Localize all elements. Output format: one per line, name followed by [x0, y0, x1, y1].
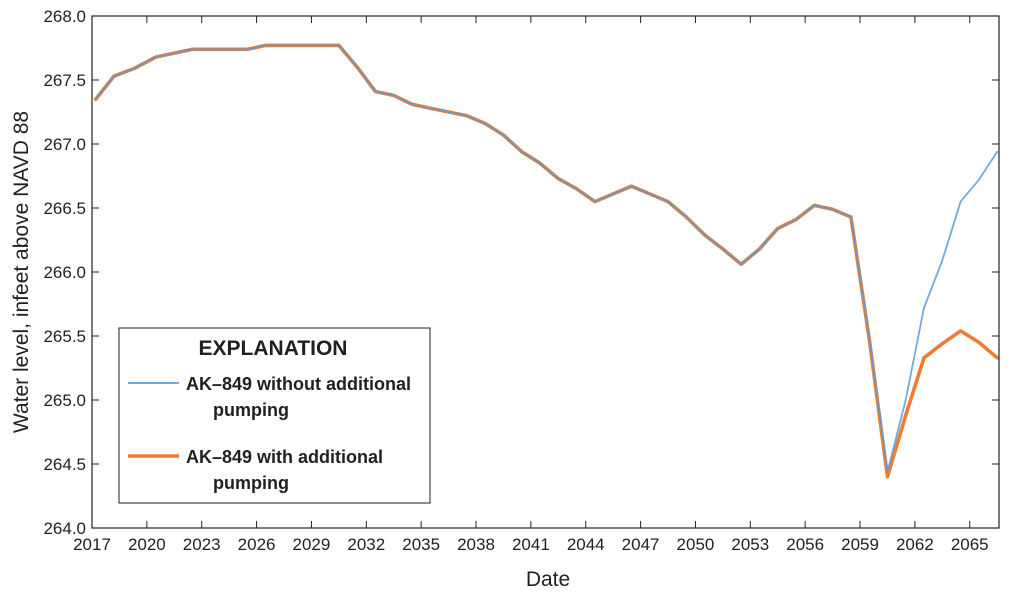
legend-entry-with-line2: pumping	[213, 473, 289, 493]
y-tick-label-7: 267.5	[43, 71, 86, 90]
legend-title: EXPLANATION	[199, 337, 348, 360]
legend-box	[118, 327, 431, 504]
x-tick-label-2062: 2062	[896, 535, 934, 554]
x-tick-label-2017: 2017	[73, 535, 111, 554]
x-axis-title: Date	[526, 568, 570, 591]
x-tick-label-2056: 2056	[786, 535, 824, 554]
y-tick-label-5: 266.5	[43, 199, 86, 218]
series-layer	[93, 43, 1000, 479]
x-tick-label-2050: 2050	[677, 535, 715, 554]
x-tick-label-2026: 2026	[238, 535, 276, 554]
x-tick-label-2023: 2023	[183, 535, 221, 554]
legend-entry-without-line1: AK–849 without additional	[186, 374, 411, 394]
x-tick-label-2032: 2032	[347, 535, 385, 554]
x-tick-label-2041: 2041	[512, 535, 550, 554]
legend: EXPLANATION AK–849 without additional pu…	[118, 327, 431, 504]
x-tick-label-2065: 2065	[951, 535, 989, 554]
y-axis-title: Water level, infeet above NAVD 88	[10, 111, 33, 433]
y-tick-label-3: 265.5	[43, 327, 86, 346]
x-tick-label-2044: 2044	[567, 535, 605, 554]
y-tick-label-1: 264.5	[43, 455, 86, 474]
y-tick-label-6: 267.0	[43, 135, 86, 154]
x-tick-label-2059: 2059	[841, 535, 879, 554]
x-tick-label-2035: 2035	[402, 535, 440, 554]
legend-entry-with-line1: AK–849 with additional	[186, 447, 383, 467]
x-tick-label-2047: 2047	[622, 535, 660, 554]
y-tick-label-8: 268.0	[43, 7, 86, 26]
x-tick-label-2038: 2038	[457, 535, 495, 554]
legend-entry-without-line2: pumping	[213, 400, 289, 420]
y-tick-label-0: 264.0	[43, 519, 86, 538]
x-tick-label-2029: 2029	[293, 535, 331, 554]
y-axis-ticks: 264.0 264.5 265.0 265.5 266.0 266.5 267.0 267.5…	[43, 7, 999, 538]
x-axis-ticks: 2017 2020 2023 2026 2029 2032 2035 2038 2041 2044…	[73, 16, 989, 554]
x-tick-label-2053: 2053	[731, 535, 769, 554]
x-tick-label-2020: 2020	[128, 535, 166, 554]
y-tick-label-4: 266.0	[43, 263, 86, 282]
y-tick-label-2: 265.0	[43, 391, 86, 410]
series-line-ak-849-without-additional-pumping	[94, 44, 999, 473]
